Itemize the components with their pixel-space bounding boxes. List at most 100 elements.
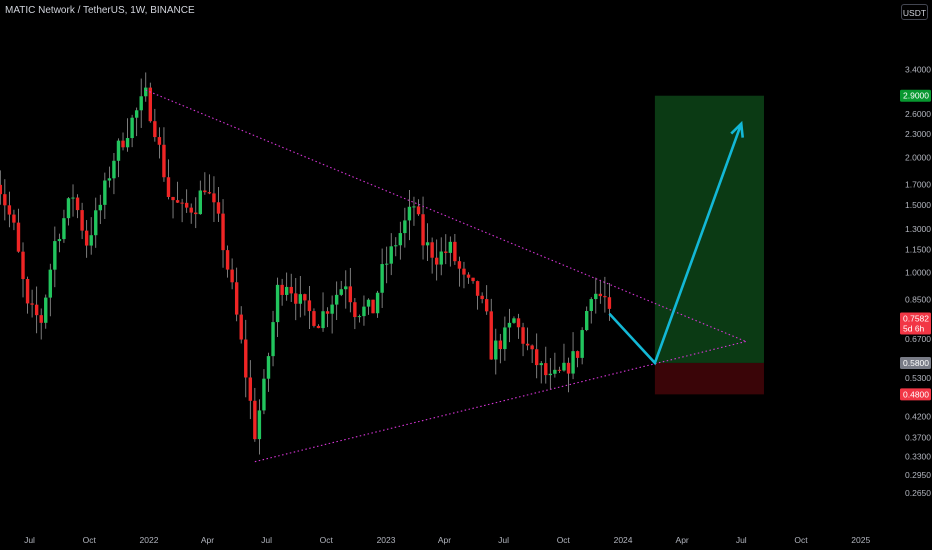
price-badge-value: 0.7582 (903, 313, 929, 323)
candle-body (134, 110, 139, 118)
candle-body (339, 289, 343, 295)
candle-body (421, 214, 425, 246)
zones-layer (654, 95, 764, 395)
candle-body (12, 214, 16, 223)
candle-body (439, 251, 443, 265)
candle-body (598, 293, 603, 297)
candle-body (280, 284, 284, 295)
candle-body (380, 264, 384, 293)
candle-body (334, 294, 339, 305)
time-axis: Jul Oct 2022 Apr Jul Oct 2023 Apr Jul Oct 2024 Apr J… (24, 535, 870, 545)
candle-body (44, 297, 48, 323)
candle-body (103, 180, 107, 205)
candle-body (603, 296, 607, 298)
candle-body (194, 212, 198, 215)
time-tick-label: Oct (794, 535, 808, 545)
candle-body (212, 193, 216, 203)
candle-body (7, 205, 12, 215)
price-badge (900, 356, 931, 369)
candle-body (557, 369, 562, 371)
candle-body (253, 400, 257, 440)
price-tick-label: 0.5300 (905, 373, 931, 383)
candle-body (384, 263, 389, 265)
candle-body (48, 269, 52, 298)
price-tick-label: 0.6700 (905, 334, 931, 344)
triangle-upper-line (145, 89, 747, 342)
candle-body (525, 343, 530, 346)
price-tick-label: 1.7000 (905, 179, 931, 189)
time-tick-label: Oct (83, 535, 97, 545)
candle-body (530, 345, 534, 350)
candle-body (466, 274, 471, 278)
candle-body (294, 293, 298, 304)
candle-body (25, 279, 30, 304)
candle-body (566, 362, 571, 374)
candle-body (16, 222, 21, 252)
time-tick-label: 2023 (377, 535, 396, 545)
candle-body (594, 293, 598, 300)
price-tick-label: 1.0000 (905, 268, 931, 278)
candle-body (589, 299, 593, 311)
candle-body (189, 207, 193, 213)
candle-body (366, 299, 371, 307)
candle-body (389, 246, 393, 264)
candle-body (234, 282, 239, 315)
candle-body (484, 299, 489, 312)
price-tick-label: 0.2650 (905, 488, 931, 498)
candle-body (53, 241, 57, 270)
candle-body (112, 160, 116, 179)
candle-body (248, 377, 253, 401)
candle-body (230, 269, 234, 283)
candle-body (580, 330, 584, 358)
candle-body (321, 311, 325, 329)
candle-body (39, 315, 43, 323)
candle-body (303, 294, 307, 301)
candle-body (225, 250, 230, 270)
time-tick-label: Jul (24, 535, 35, 545)
candle-body (430, 242, 434, 258)
candle-body (575, 351, 580, 358)
stop-zone (654, 362, 764, 395)
currency-button[interactable]: USDT (901, 4, 928, 20)
candle-body (375, 292, 380, 314)
candle-body (94, 210, 98, 236)
candle-body (516, 318, 521, 328)
candle-body (175, 200, 180, 203)
time-tick-label: Jul (261, 535, 272, 545)
candle-body (130, 117, 134, 139)
candle-body (362, 306, 366, 317)
price-tick-label: 0.3700 (905, 433, 931, 443)
candle-body (221, 213, 225, 251)
candle-body (434, 257, 439, 265)
candle-body (107, 178, 112, 181)
time-tick-label: Oct (320, 535, 334, 545)
candle-body (139, 96, 143, 111)
candle-body (0, 184, 2, 195)
candle-body (71, 197, 75, 199)
candle-body (162, 144, 166, 178)
time-tick-label: 2022 (140, 535, 159, 545)
candle-body (257, 410, 262, 440)
candle-body (171, 196, 175, 201)
price-badge-value: 0.4800 (903, 389, 929, 399)
chart-title: MATIC Network / TetherUS, 1W, BINANCE (5, 5, 195, 16)
time-tick-label: Oct (557, 535, 571, 545)
candle-body (498, 340, 503, 350)
candle-body (444, 251, 448, 253)
candle-body (284, 286, 289, 295)
candle-body (521, 327, 525, 344)
time-tick-label: Jul (736, 535, 747, 545)
candle-body (371, 299, 375, 314)
candle-body (503, 327, 507, 350)
candle-body (507, 322, 512, 328)
candle-body (34, 304, 39, 316)
candle-body (157, 137, 162, 145)
candle-body (21, 251, 25, 280)
candle-body (66, 198, 71, 219)
candle-body (184, 202, 189, 208)
candle-body (298, 294, 303, 304)
candle-body (289, 286, 293, 294)
candle-body (425, 242, 430, 246)
candle-body (144, 87, 148, 97)
